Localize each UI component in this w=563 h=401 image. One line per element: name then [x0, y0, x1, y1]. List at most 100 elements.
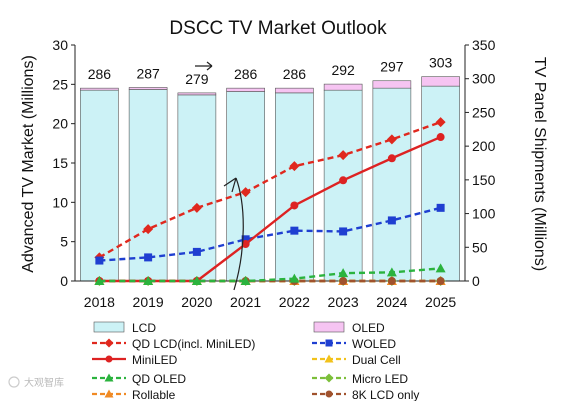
- bar-total-label-2018: 286: [88, 66, 112, 82]
- bar-total-label-2025: 303: [429, 55, 453, 71]
- series-point-woled-2023: [339, 227, 348, 236]
- legend-label-qd-lcd-incl-miniled: QD LCD(incl. MiniLED): [132, 337, 255, 351]
- bar-total-label-2022: 286: [283, 66, 307, 82]
- series-point-woled-2021: [241, 235, 250, 244]
- x-tick-label-2022: 2022: [279, 294, 310, 310]
- x-tick-label-2020: 2020: [181, 294, 212, 310]
- series-point-miniled-2024: [387, 154, 396, 163]
- chart-title: DSCC TV Market Outlook: [169, 18, 387, 39]
- series-point-qd-lcd-incl-miniled-2023: [338, 150, 349, 161]
- x-tick-label-2023: 2023: [328, 294, 359, 310]
- series-point-qd-oled-2018: [94, 276, 105, 285]
- bar-lcd-2023: [323, 89, 363, 282]
- watermark: 大观智库: [8, 376, 64, 389]
- series-point-woled-2022: [290, 226, 299, 235]
- y-left-tick-label: 15: [52, 155, 68, 171]
- bar-lcd-2019: [128, 89, 168, 282]
- y-right-tick-label: 350: [472, 37, 496, 53]
- bar-oled-2020: [177, 92, 217, 96]
- bar-total-label-2020: 279: [185, 71, 209, 87]
- annotation-arrowhead-left-icon: [223, 177, 237, 193]
- legend-marker-dual-cell: [324, 354, 334, 363]
- y-right-label: TV Panel Shipments (Millions): [531, 57, 548, 271]
- series-point-woled-2025: [436, 203, 445, 212]
- legend-label-8k-lcd-only: 8K LCD only: [352, 388, 419, 401]
- y-right-tick-label: 100: [472, 206, 496, 222]
- series-point-miniled-2022: [290, 201, 299, 210]
- series-point-qd-lcd-incl-miniled-2020: [191, 202, 202, 213]
- legend-label-lcd: LCD: [132, 321, 156, 335]
- series-point-miniled-2023: [339, 176, 348, 185]
- series-point-woled-2020: [192, 247, 201, 256]
- series-line-qd-lcd-incl-miniled: [98, 120, 442, 259]
- y-left-label: Advanced TV Market (Millions): [20, 55, 37, 273]
- y-right-tick-label: 250: [472, 104, 496, 120]
- bar-lcd-2024: [372, 87, 412, 282]
- bar-total-label-2024: 297: [380, 59, 404, 75]
- watermark-logo-icon: [8, 376, 20, 388]
- y-right-tick-label: 0: [472, 273, 480, 289]
- series-point-woled-2018: [95, 256, 104, 265]
- y-left-tick-label: 20: [52, 116, 68, 132]
- series-point-qd-oled-2025: [435, 263, 446, 273]
- series-line-miniled: [99, 135, 442, 283]
- legend-marker-rollable: [104, 389, 114, 398]
- annotation-curve: [233, 177, 244, 291]
- x-tick-label-2019: 2019: [133, 294, 164, 310]
- legend-label-woled: WOLED: [352, 337, 396, 351]
- legend-label-rollable: Rollable: [132, 388, 176, 401]
- series-point-qd-oled-2020: [191, 276, 202, 285]
- bar-oled-2018: [80, 87, 119, 91]
- legend-marker-qd-lcd-incl-miniled: [104, 338, 114, 348]
- legend-label-miniled: MiniLED: [132, 353, 178, 367]
- series-line-woled: [99, 206, 441, 262]
- y-right-tick-label: 50: [472, 239, 488, 255]
- y-left-tick-label: 25: [52, 76, 68, 92]
- series-point-miniled-2021: [241, 240, 250, 249]
- bar-lcd-2018: [80, 89, 119, 282]
- series-point-qd-lcd-incl-miniled-2022: [289, 161, 300, 172]
- annotation-layer: [195, 61, 244, 291]
- series-point-miniled-2025: [436, 133, 445, 142]
- legend-marker-micro-led: [324, 373, 334, 383]
- legend-swatch-oled: [313, 321, 345, 333]
- legend-label-oled: OLED: [352, 321, 385, 335]
- legend-label-micro-led: Micro LED: [352, 372, 408, 386]
- y-left-tick-label: 30: [52, 37, 68, 53]
- x-tick-label-2018: 2018: [84, 294, 115, 310]
- bar-oled-2021: [226, 87, 265, 92]
- legend-marker-woled: [325, 339, 333, 347]
- bar-oled-2023: [323, 83, 363, 91]
- x-tick-label-2025: 2025: [425, 294, 456, 310]
- legend: LCD OLED QD LCD(incl. MiniLED) WOLED MiniLED…: [92, 321, 419, 401]
- legend-marker-8k-lcd-only: [325, 390, 333, 398]
- legend-marker-miniled: [105, 355, 113, 363]
- series-point-woled-2019: [144, 253, 153, 262]
- bar-layer: 286 287 279 286 286 292 297 303: [80, 55, 460, 282]
- bar-total-label-2023: 292: [331, 62, 355, 78]
- series-point-qd-lcd-incl-miniled-2021: [240, 187, 251, 198]
- legend-label-qd-oled: QD OLED: [132, 372, 186, 386]
- series-point-qd-lcd-incl-miniled-2024: [386, 134, 397, 145]
- series-point-qd-lcd-incl-miniled-2025: [435, 117, 446, 128]
- bar-lcd-2025: [421, 85, 460, 282]
- legend-marker-qd-oled: [104, 373, 114, 382]
- series-point-qd-oled-2024: [386, 267, 397, 277]
- bar-total-label-2021: 286: [234, 66, 258, 82]
- x-tick-label-2021: 2021: [230, 294, 261, 310]
- series-point-qd-oled-2023: [338, 268, 349, 278]
- series-point-8k-lcd-only-2025: [436, 277, 445, 285]
- bar-total-label-2019: 287: [136, 65, 160, 81]
- lines-layer: [94, 117, 446, 286]
- series-point-qd-lcd-incl-miniled-2019: [143, 224, 154, 235]
- bar-oled-2024: [372, 80, 412, 89]
- legend-label-dual-cell: Dual Cell: [352, 353, 401, 367]
- watermark-text: 大观智库: [24, 376, 64, 389]
- bar-lcd-2022: [275, 92, 314, 282]
- series-point-qd-oled-2019: [143, 276, 154, 285]
- series-point-woled-2024: [387, 216, 396, 225]
- y-left-tick-label: 5: [60, 234, 68, 250]
- bar-oled-2022: [275, 87, 314, 94]
- y-right-tick-label: 150: [472, 172, 496, 188]
